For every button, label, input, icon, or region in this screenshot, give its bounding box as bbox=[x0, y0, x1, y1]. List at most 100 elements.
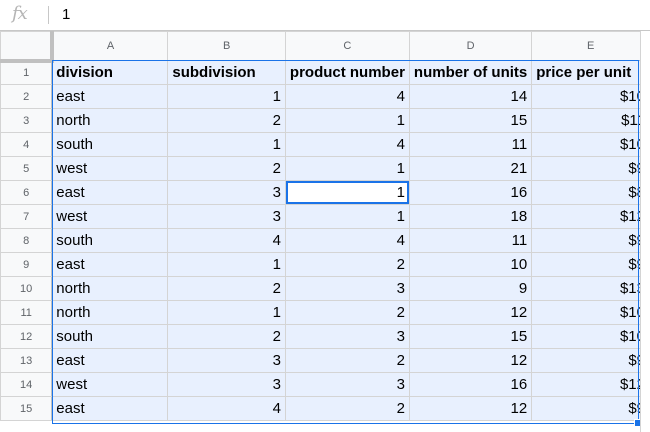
cell[interactable]: east bbox=[51, 84, 169, 109]
cell[interactable]: $11 bbox=[531, 108, 650, 133]
cell[interactable]: north bbox=[51, 276, 169, 301]
cell[interactable]: $10 bbox=[531, 300, 650, 325]
cell[interactable]: 1 bbox=[167, 252, 286, 277]
cell[interactable]: price per unit bbox=[531, 60, 650, 85]
row-header[interactable]: 14 bbox=[0, 372, 53, 397]
cell[interactable]: 1 bbox=[167, 84, 286, 109]
cell[interactable]: $9 bbox=[531, 396, 650, 421]
cell[interactable]: 12 bbox=[408, 348, 533, 373]
cell[interactable]: 11 bbox=[408, 132, 533, 157]
row-header[interactable]: 1 bbox=[0, 60, 53, 85]
cell[interactable]: subdivision bbox=[167, 60, 286, 85]
cell[interactable]: 2 bbox=[284, 252, 410, 277]
column-header-c[interactable]: C bbox=[284, 31, 410, 61]
cell[interactable]: north bbox=[51, 108, 169, 133]
cell[interactable]: 2 bbox=[284, 300, 410, 325]
column-header-a[interactable]: A bbox=[51, 31, 169, 61]
cell[interactable]: east bbox=[51, 396, 169, 421]
cell[interactable]: 3 bbox=[284, 276, 410, 301]
row-header[interactable]: 3 bbox=[0, 108, 53, 133]
cell[interactable]: 10 bbox=[408, 252, 533, 277]
row-header[interactable]: 5 bbox=[0, 156, 53, 181]
column-header-e[interactable]: E bbox=[531, 31, 650, 61]
cell[interactable]: 2 bbox=[167, 276, 286, 301]
cell[interactable]: 15 bbox=[408, 324, 533, 349]
table-row: 10 north 2 3 9 $13 bbox=[0, 276, 650, 301]
cell[interactable]: east bbox=[51, 348, 169, 373]
row-header[interactable]: 12 bbox=[0, 324, 53, 349]
cell[interactable]: 14 bbox=[408, 84, 533, 109]
cell[interactable]: 2 bbox=[284, 396, 410, 421]
cell[interactable]: 3 bbox=[167, 204, 286, 229]
cell[interactable]: west bbox=[51, 204, 169, 229]
select-all-corner[interactable] bbox=[0, 31, 54, 63]
row-header[interactable]: 9 bbox=[0, 252, 53, 277]
column-header-b[interactable]: B bbox=[167, 31, 286, 61]
cell[interactable]: 2 bbox=[167, 324, 286, 349]
cell[interactable]: $12 bbox=[531, 204, 650, 229]
cell[interactable]: 2 bbox=[167, 156, 286, 181]
cell[interactable]: $9 bbox=[531, 252, 650, 277]
cell[interactable]: west bbox=[51, 372, 169, 397]
row-header[interactable]: 8 bbox=[0, 228, 53, 253]
cell[interactable]: west bbox=[51, 156, 169, 181]
cell[interactable]: 9 bbox=[408, 276, 533, 301]
cell[interactable]: $9 bbox=[531, 156, 650, 181]
cell[interactable]: 2 bbox=[167, 108, 286, 133]
cell[interactable]: number of units bbox=[408, 60, 533, 85]
cell[interactable]: 11 bbox=[408, 228, 533, 253]
row-header[interactable]: 15 bbox=[0, 396, 53, 421]
cell[interactable]: 4 bbox=[284, 228, 410, 253]
cell[interactable]: 3 bbox=[284, 372, 410, 397]
row-header[interactable]: 13 bbox=[0, 348, 53, 373]
cell[interactable]: 4 bbox=[284, 132, 410, 157]
active-cell[interactable]: 1 bbox=[284, 180, 410, 205]
cell[interactable]: $8 bbox=[531, 180, 650, 205]
cell[interactable]: 1 bbox=[167, 132, 286, 157]
cell[interactable]: 4 bbox=[284, 84, 410, 109]
cell[interactable]: 3 bbox=[167, 372, 286, 397]
row-header[interactable]: 2 bbox=[0, 84, 53, 109]
cell[interactable]: 3 bbox=[284, 324, 410, 349]
column-header-d[interactable]: D bbox=[408, 31, 533, 61]
cell[interactable]: 12 bbox=[408, 300, 533, 325]
cell[interactable]: south bbox=[51, 132, 169, 157]
cell[interactable]: east bbox=[51, 180, 169, 205]
formula-input[interactable]: 1 bbox=[62, 6, 71, 23]
formula-divider bbox=[48, 6, 49, 24]
cell[interactable]: 1 bbox=[284, 204, 410, 229]
row-header[interactable]: 6 bbox=[0, 180, 53, 205]
cell[interactable]: north bbox=[51, 300, 169, 325]
cell[interactable]: $9 bbox=[531, 228, 650, 253]
cell[interactable]: 15 bbox=[408, 108, 533, 133]
cell[interactable]: 16 bbox=[408, 180, 533, 205]
cell[interactable]: $10 bbox=[531, 84, 650, 109]
cell[interactable]: $12 bbox=[531, 372, 650, 397]
cell[interactable]: 2 bbox=[284, 348, 410, 373]
cell[interactable]: east bbox=[51, 252, 169, 277]
cell[interactable]: 1 bbox=[284, 108, 410, 133]
cell[interactable]: 3 bbox=[167, 180, 286, 205]
cell[interactable]: $10 bbox=[531, 324, 650, 349]
cell[interactable]: $10 bbox=[531, 132, 650, 157]
cell[interactable]: south bbox=[51, 324, 169, 349]
cell[interactable]: south bbox=[51, 228, 169, 253]
table-row: 5 west 2 1 21 $9 bbox=[0, 156, 650, 181]
cell[interactable]: 21 bbox=[408, 156, 533, 181]
row-header[interactable]: 11 bbox=[0, 300, 53, 325]
row-header[interactable]: 7 bbox=[0, 204, 53, 229]
cell[interactable]: 1 bbox=[284, 156, 410, 181]
cell[interactable]: 4 bbox=[167, 396, 286, 421]
cell[interactable]: 18 bbox=[408, 204, 533, 229]
cell[interactable]: 3 bbox=[167, 348, 286, 373]
cell[interactable]: division bbox=[51, 60, 169, 85]
cell[interactable]: 4 bbox=[167, 228, 286, 253]
cell[interactable]: 16 bbox=[408, 372, 533, 397]
row-header[interactable]: 4 bbox=[0, 132, 53, 157]
cell[interactable]: $13 bbox=[531, 276, 650, 301]
cell[interactable]: product number bbox=[284, 60, 410, 85]
cell[interactable]: 1 bbox=[167, 300, 286, 325]
cell[interactable]: $9 bbox=[531, 348, 650, 373]
cell[interactable]: 12 bbox=[408, 396, 533, 421]
row-header[interactable]: 10 bbox=[0, 276, 53, 301]
